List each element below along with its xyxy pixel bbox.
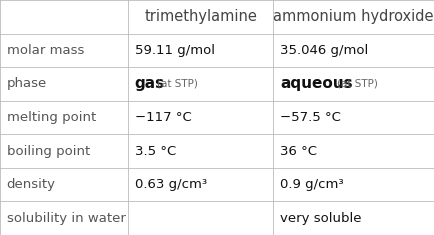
Text: 36 °C: 36 °C (280, 145, 317, 158)
Text: trimethylamine: trimethylamine (144, 9, 257, 24)
Text: 59.11 g/mol: 59.11 g/mol (135, 44, 214, 57)
Text: (at STP): (at STP) (337, 79, 378, 89)
Text: −57.5 °C: −57.5 °C (280, 111, 341, 124)
Text: −117 °C: −117 °C (135, 111, 191, 124)
Text: aqueous: aqueous (280, 76, 352, 91)
Text: 3.5 °C: 3.5 °C (135, 145, 176, 158)
Text: ammonium hydroxide: ammonium hydroxide (273, 9, 434, 24)
Text: very soluble: very soluble (280, 212, 362, 225)
Text: boiling point: boiling point (7, 145, 90, 158)
Text: 0.63 g/cm³: 0.63 g/cm³ (135, 178, 207, 191)
Text: (at STP): (at STP) (157, 79, 198, 89)
Text: 0.9 g/cm³: 0.9 g/cm³ (280, 178, 344, 191)
Text: 35.046 g/mol: 35.046 g/mol (280, 44, 368, 57)
Text: phase: phase (7, 77, 47, 90)
Text: molar mass: molar mass (7, 44, 84, 57)
Text: solubility in water: solubility in water (7, 212, 125, 225)
Text: density: density (7, 178, 56, 191)
Text: gas: gas (135, 76, 164, 91)
Text: melting point: melting point (7, 111, 96, 124)
